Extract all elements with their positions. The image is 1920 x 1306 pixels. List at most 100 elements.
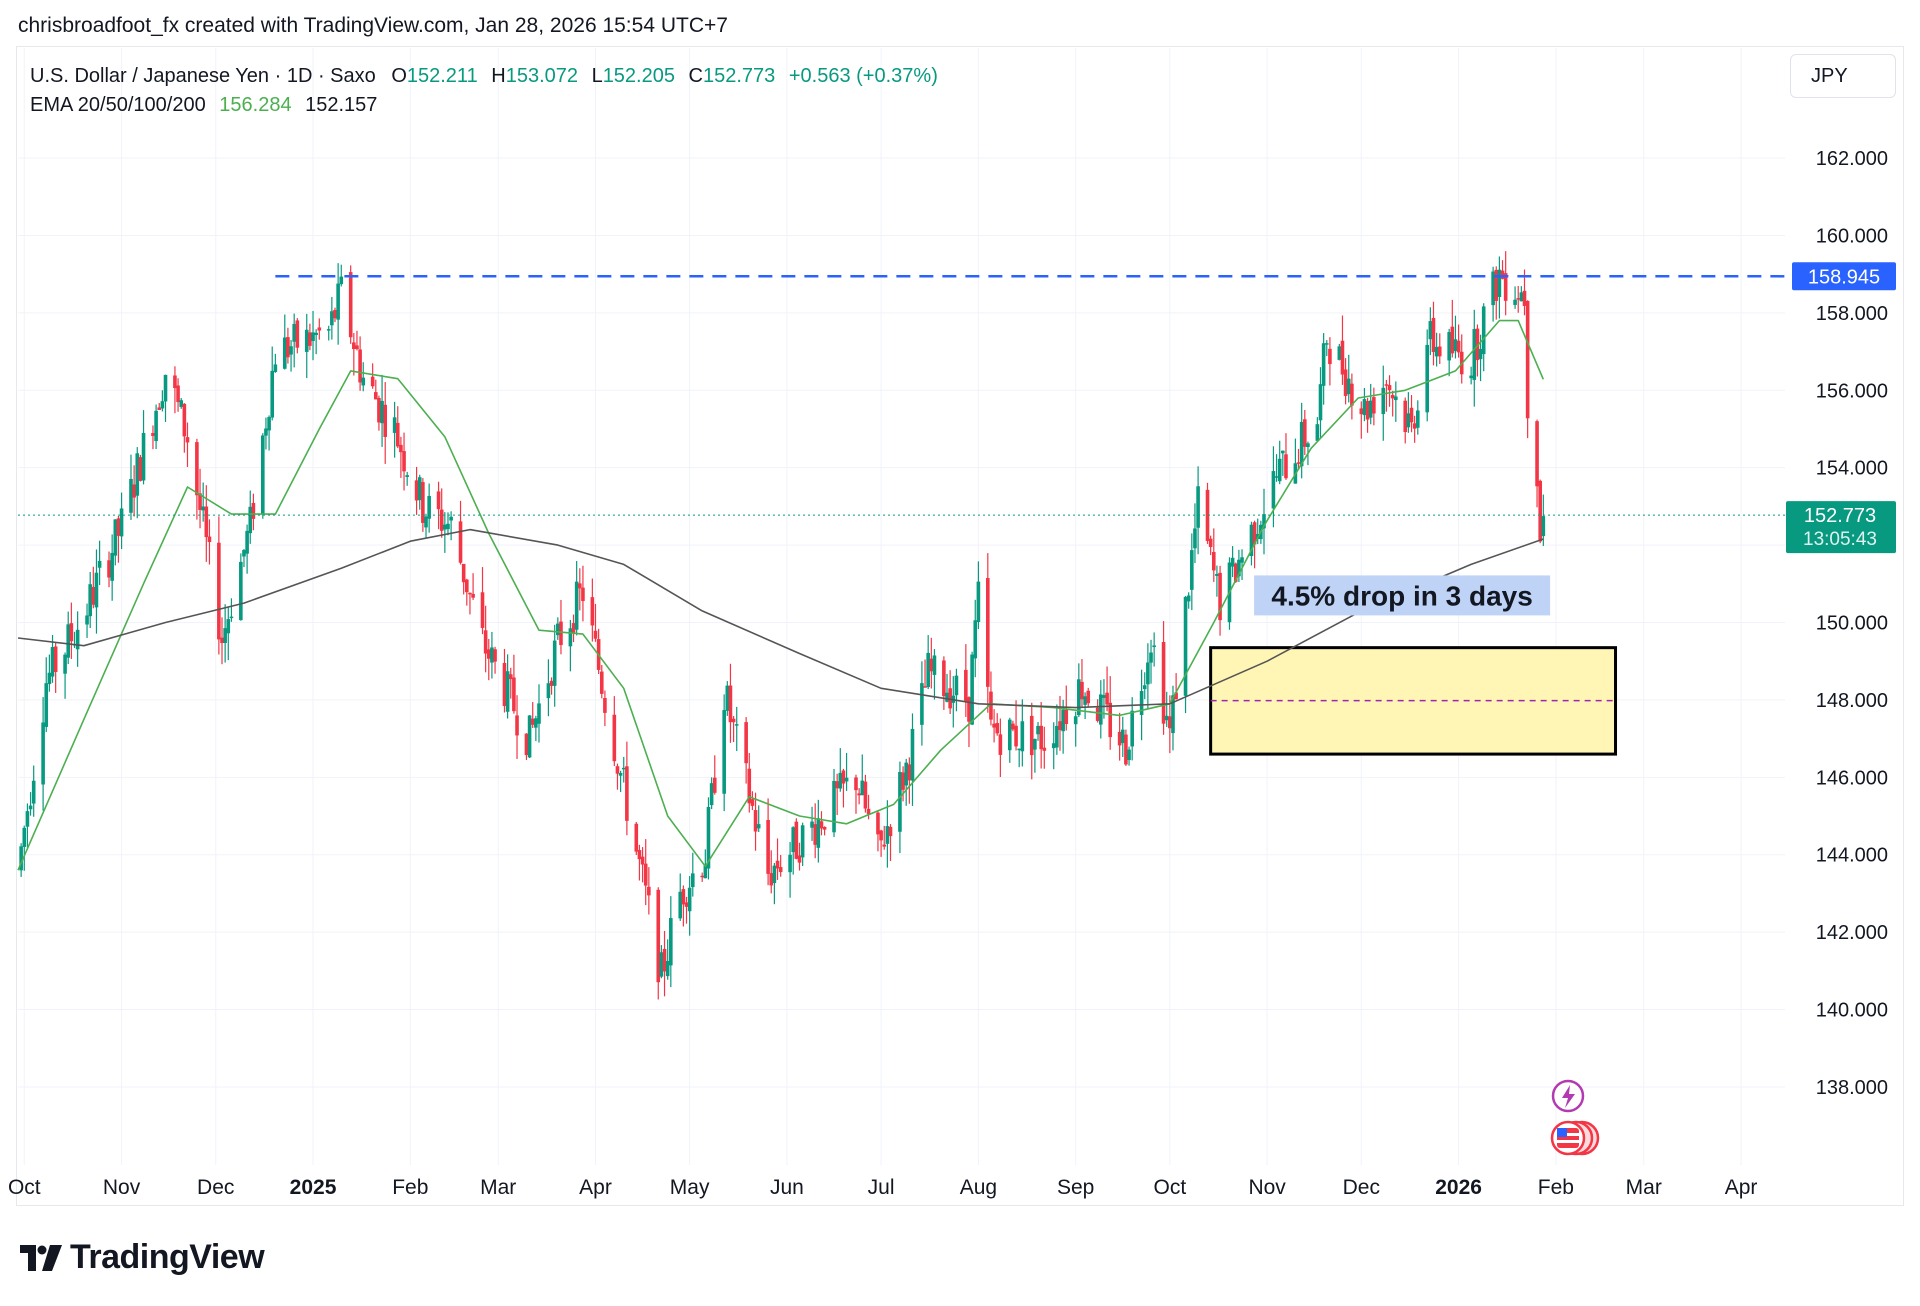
candle-up [1306, 443, 1310, 448]
x-tick-label: Apr [579, 1176, 612, 1199]
candle-up [239, 561, 243, 621]
candle-up [1193, 528, 1197, 549]
candle-up [44, 683, 49, 727]
candle-up [1083, 696, 1087, 705]
candle-down [1437, 346, 1442, 357]
x-tick-label: Oct [8, 1176, 41, 1199]
candle-up [75, 629, 80, 650]
candle-down [1535, 421, 1539, 487]
candle-up [490, 647, 494, 663]
candle-up [926, 652, 930, 688]
candle-down [769, 873, 774, 886]
candle-down [1233, 563, 1238, 582]
candle-down [882, 844, 887, 847]
candle-down [524, 733, 529, 756]
candle-up [1007, 719, 1012, 751]
candle-down [964, 669, 968, 702]
candle-down [684, 902, 689, 907]
candle-down [1365, 401, 1370, 420]
low-value: 152.205 [602, 65, 675, 87]
candle-down [1029, 715, 1034, 756]
ema-label[interactable]: EMA 20/50/100/200 [30, 94, 206, 116]
candle-down [1500, 270, 1505, 279]
candle-up [85, 615, 89, 625]
candle-up [1274, 476, 1279, 478]
candle-down [612, 714, 617, 762]
candle-up [756, 824, 761, 829]
candle-down [116, 518, 121, 536]
x-tick-label: 2025 [290, 1176, 337, 1199]
candle-down [571, 623, 576, 634]
candle-down [317, 327, 322, 331]
candle-up [22, 827, 27, 847]
us-flag-event-icon[interactable] [1550, 1120, 1600, 1156]
flag-stripe-white [1557, 1133, 1579, 1136]
symbol-name[interactable]: U.S. Dollar / Japanese Yen · 1D · Saxo [30, 65, 376, 87]
candle-down [744, 722, 748, 764]
x-tick-label: Jul [868, 1176, 895, 1199]
candle-down [1161, 642, 1166, 724]
candle-down [992, 723, 996, 728]
candle-up [1183, 596, 1188, 696]
candle-up [1415, 410, 1420, 428]
candle-up [725, 685, 730, 711]
candle-up [1541, 516, 1546, 537]
currency-button[interactable]: JPY [1790, 54, 1896, 98]
x-tick-label: May [670, 1176, 710, 1199]
resistance-price-tag [1792, 262, 1896, 291]
candle-up [976, 581, 981, 623]
candle-down [1525, 300, 1530, 419]
candle-up [527, 715, 532, 758]
candle-down [1522, 290, 1527, 306]
candle-down [615, 766, 620, 774]
candle-up [267, 417, 271, 431]
candle-down [637, 850, 642, 860]
close-value: 152.773 [703, 65, 776, 87]
candle-down [1205, 489, 1210, 541]
candle-down [1284, 454, 1288, 479]
candle-up [339, 276, 344, 285]
candle-down [132, 484, 136, 498]
candle-down [593, 630, 598, 639]
candle-down [998, 734, 1003, 755]
candle-down [483, 630, 488, 654]
candle-up [556, 623, 560, 636]
candle-down [766, 819, 770, 874]
candle-down [731, 718, 736, 723]
x-tick-label: Dec [1343, 1176, 1380, 1199]
candle-up [1299, 421, 1304, 467]
candle-down [1372, 397, 1376, 414]
candle-down [1303, 419, 1307, 447]
flash-event-icon[interactable] [1551, 1079, 1585, 1113]
candle-up [800, 825, 805, 858]
candle-up [129, 478, 133, 513]
candle-down [1042, 747, 1047, 751]
candle-down [599, 671, 604, 694]
candle-down [173, 375, 177, 389]
candle-up [910, 728, 915, 781]
candle-up [1406, 413, 1411, 428]
candle-down [1095, 707, 1100, 721]
candle-up [1120, 729, 1125, 744]
candle-up [289, 346, 293, 355]
symbol-legend[interactable]: U.S. Dollar / Japanese Yen · 1D · Saxo O… [30, 62, 938, 120]
x-tick-label: Feb [1538, 1176, 1574, 1199]
candle-down [662, 948, 667, 972]
candle-down [465, 579, 469, 593]
candle-down [1475, 328, 1480, 361]
candle-down [942, 660, 946, 697]
candle-up [273, 364, 278, 372]
candle-down [333, 309, 337, 319]
candle-down [1387, 385, 1392, 391]
candle-down [1516, 298, 1521, 300]
candle-down [1384, 384, 1389, 386]
countdown-label: 13:05:43 [1803, 529, 1877, 550]
candle-up [245, 530, 249, 554]
candle-down [1538, 480, 1542, 542]
ema-row: EMA 20/50/100/200 156.284 152.157 [30, 91, 938, 120]
candle-up [1321, 343, 1326, 386]
candle-down [348, 272, 353, 338]
ema-slow-value: 152.157 [305, 94, 378, 116]
x-tick-label: 2026 [1435, 1176, 1482, 1199]
